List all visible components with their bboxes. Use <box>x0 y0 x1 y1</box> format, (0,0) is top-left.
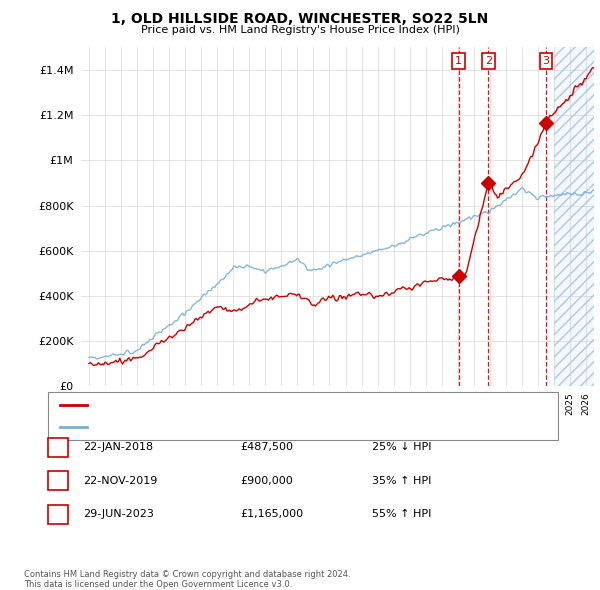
Text: 29-JUN-2023: 29-JUN-2023 <box>83 510 154 519</box>
Text: Price paid vs. HM Land Registry's House Price Index (HPI): Price paid vs. HM Land Registry's House … <box>140 25 460 35</box>
Text: 22-NOV-2019: 22-NOV-2019 <box>83 476 157 486</box>
Text: 35% ↑ HPI: 35% ↑ HPI <box>372 476 431 486</box>
Text: This data is licensed under the Open Government Licence v3.0.: This data is licensed under the Open Gov… <box>24 579 292 589</box>
Text: 22-JAN-2018: 22-JAN-2018 <box>83 442 153 452</box>
Text: 2: 2 <box>485 56 492 65</box>
Text: Contains HM Land Registry data © Crown copyright and database right 2024.: Contains HM Land Registry data © Crown c… <box>24 570 350 579</box>
Text: £487,500: £487,500 <box>240 442 293 452</box>
Text: 1: 1 <box>55 442 61 452</box>
Text: 3: 3 <box>55 510 61 519</box>
Text: 1: 1 <box>455 56 462 65</box>
Text: 1, OLD HILLSIDE ROAD, WINCHESTER, SO22 5LN (detached house): 1, OLD HILLSIDE ROAD, WINCHESTER, SO22 5… <box>91 401 418 410</box>
Text: 3: 3 <box>542 56 550 65</box>
Text: £900,000: £900,000 <box>240 476 293 486</box>
Bar <box>554 47 594 386</box>
Bar <box>554 47 594 386</box>
Text: 2: 2 <box>55 476 61 486</box>
Text: 55% ↑ HPI: 55% ↑ HPI <box>372 510 431 519</box>
Text: 1, OLD HILLSIDE ROAD, WINCHESTER, SO22 5LN: 1, OLD HILLSIDE ROAD, WINCHESTER, SO22 5… <box>112 12 488 26</box>
Text: HPI: Average price, detached house, Winchester: HPI: Average price, detached house, Winc… <box>91 422 327 431</box>
Text: 25% ↓ HPI: 25% ↓ HPI <box>372 442 431 452</box>
Text: £1,165,000: £1,165,000 <box>240 510 303 519</box>
